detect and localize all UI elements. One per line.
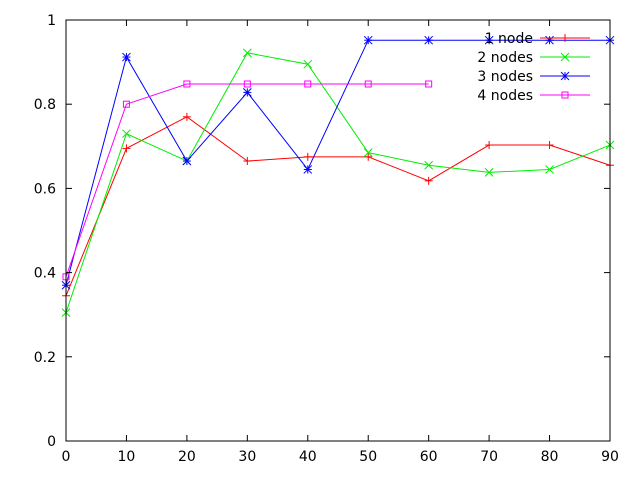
- series-4: [62, 80, 433, 281]
- legend-label: 1 node: [485, 31, 533, 47]
- data-point: [363, 148, 373, 157]
- x-tick-label: 90: [601, 449, 619, 465]
- marker-stroke: [242, 88, 252, 97]
- data-point: [122, 129, 131, 139]
- data-point: [484, 168, 494, 177]
- data-point: [424, 160, 434, 170]
- data-point: [364, 80, 372, 88]
- x-tick-label: 0: [62, 449, 71, 465]
- data-point: [425, 80, 433, 88]
- marker-stroke: [560, 71, 570, 81]
- data-point: [303, 165, 313, 174]
- data-point: [484, 35, 494, 45]
- x-tick-label: 60: [420, 449, 438, 465]
- data-point: [183, 80, 191, 88]
- series-1: [62, 112, 614, 300]
- x-tick-label: 50: [359, 449, 377, 465]
- y-tick-label: 0: [47, 434, 56, 450]
- marker-stroke: [425, 80, 433, 88]
- marker-stroke: [363, 35, 373, 45]
- legend-label: 4 nodes: [477, 88, 533, 104]
- legend-item: 4 nodes: [477, 88, 590, 104]
- x-tick-label: 10: [118, 449, 136, 465]
- x-tick-label: 80: [541, 449, 559, 465]
- x-tick-label: 70: [480, 449, 498, 465]
- y-tick-label: 0.2: [34, 350, 56, 366]
- y-tick-label: 0.6: [34, 181, 56, 197]
- x-tick-label: 20: [178, 449, 196, 465]
- data-point: [545, 165, 554, 174]
- marker-stroke: [182, 156, 192, 166]
- data-point: [243, 80, 251, 88]
- data-point: [122, 144, 131, 153]
- marker-stroke: [243, 80, 251, 88]
- marker-stroke: [545, 165, 554, 174]
- series-line: [65, 39, 610, 286]
- legend-label: 3 nodes: [477, 69, 533, 85]
- axes-layer: 0 10 20 30 40 50 60 70 80 90 0 0.2 0.4 0.6 0.8 1: [34, 13, 619, 465]
- data-point: [545, 35, 554, 45]
- legend-item: 3 nodes: [477, 69, 590, 85]
- data-point: [560, 71, 570, 81]
- data-point: [561, 91, 569, 99]
- marker-stroke: [363, 148, 373, 157]
- series-layer: [61, 35, 615, 317]
- series-line: [65, 52, 611, 313]
- marker-stroke: [304, 80, 312, 88]
- data-point: [485, 141, 494, 150]
- marker-stroke: [561, 91, 569, 99]
- legend-label: 2 nodes: [477, 50, 533, 66]
- marker-stroke: [122, 129, 131, 139]
- series-2: [61, 48, 615, 317]
- marker-stroke: [560, 52, 570, 62]
- data-point: [243, 157, 252, 166]
- data-point: [561, 34, 569, 42]
- y-tick-label: 1: [47, 13, 56, 29]
- y-tick-label: 0.8: [34, 97, 56, 113]
- data-point: [424, 176, 433, 185]
- data-point: [242, 88, 252, 97]
- marker-stroke: [122, 100, 130, 108]
- data-point: [304, 80, 312, 88]
- y-tick-label: 0.4: [34, 266, 56, 282]
- marker-stroke: [424, 160, 434, 170]
- data-point: [545, 141, 554, 150]
- data-point: [182, 112, 191, 121]
- data-point: [303, 152, 312, 161]
- x-tick-label: 30: [238, 449, 256, 465]
- marker-stroke: [484, 35, 494, 45]
- data-point: [560, 52, 570, 62]
- plot-border: [65, 19, 611, 442]
- legend-item: 1 node: [485, 31, 590, 47]
- legend: 1 node 2 nodes 3 nodes 4 nodes: [477, 31, 590, 104]
- series-line: [65, 83, 429, 277]
- marker-stroke: [424, 35, 434, 45]
- marker-stroke: [183, 80, 191, 88]
- marker-stroke: [303, 165, 313, 174]
- marker-stroke: [484, 168, 494, 177]
- marker-stroke: [242, 48, 252, 58]
- data-point: [364, 152, 373, 161]
- data-point: [182, 156, 192, 166]
- data-point: [424, 35, 434, 45]
- marker-stroke: [364, 80, 372, 88]
- legend-item: 2 nodes: [477, 50, 590, 66]
- data-point: [242, 48, 252, 58]
- data-point: [122, 52, 131, 62]
- x-tick-label: 40: [299, 449, 317, 465]
- data-point: [363, 35, 373, 45]
- marker-stroke: [303, 59, 313, 69]
- marker-stroke: [122, 52, 131, 62]
- series-line: [65, 116, 611, 296]
- data-point: [303, 59, 313, 69]
- data-point: [122, 100, 130, 108]
